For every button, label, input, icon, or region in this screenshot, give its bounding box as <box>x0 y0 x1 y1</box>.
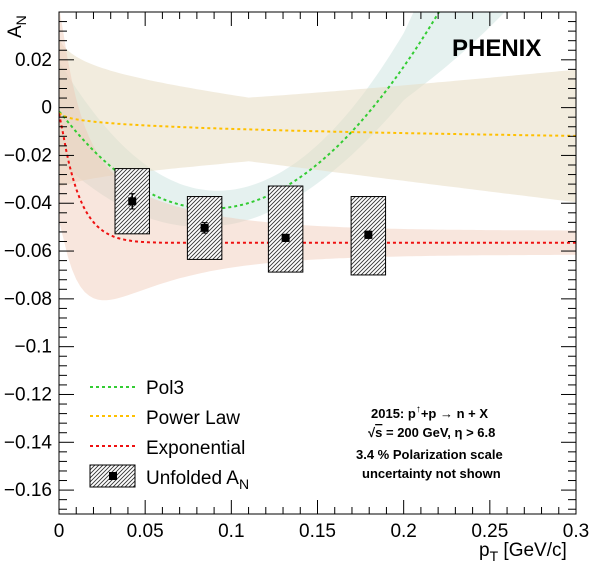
annotation-line-4: uncertainty not shown <box>362 466 501 481</box>
y-tick-label: −0.14 <box>4 432 53 453</box>
y-axis-title: AN <box>5 15 29 38</box>
axis-ticks <box>58 11 577 514</box>
x-tick-label: 0.25 <box>471 521 508 542</box>
point-marker <box>128 197 137 206</box>
y-tick-label: −0.16 <box>4 480 52 501</box>
fit-curve-exponential <box>59 113 576 244</box>
x-axis-title: pT [GeV/c] <box>479 540 567 564</box>
y-tick-label: −0.02 <box>4 145 52 166</box>
data-point-3 <box>267 185 304 273</box>
legend-label-unfolded-main: Unfolded A <box>146 468 239 489</box>
point-marker <box>200 223 209 232</box>
legend-label-exponential: Exponential <box>146 438 245 459</box>
band-power-law <box>59 39 576 203</box>
annotation-line-1-post: +p → n + X <box>421 406 489 421</box>
x-axis-title-main: p <box>479 540 490 561</box>
x-tick-label: 0.1 <box>218 521 244 542</box>
legend-label-unfolded: Unfolded AN <box>146 468 249 492</box>
x-axis-title-sub: T <box>490 548 499 564</box>
annotation-line-3: 3.4 % Polarization scale <box>356 447 503 462</box>
y-axis-title-main: A <box>5 25 26 38</box>
y-tick-label: 0 <box>41 98 52 119</box>
data-points <box>114 168 387 276</box>
data-point-4 <box>350 196 387 276</box>
data-point-2 <box>186 196 223 260</box>
legend-label-power-law: Power Law <box>146 408 240 429</box>
sys-error-box <box>267 185 304 273</box>
x-tick-label: 0 <box>54 521 65 542</box>
point-marker <box>281 233 290 242</box>
y-tick-label: −0.08 <box>4 289 52 310</box>
fit-curve-power-law <box>59 112 576 137</box>
annotation-line-1: 2015: p↑+p → n + X <box>371 404 488 421</box>
annotation-line-2-rest: = 200 GeV, η > 6.8 <box>382 425 495 440</box>
point-marker <box>364 230 373 239</box>
x-tick-label: 0.2 <box>390 521 416 542</box>
x-tick-label: 0.3 <box>563 521 589 542</box>
y-tick-label: 0.02 <box>15 50 52 71</box>
y-tick-label: −0.06 <box>4 241 52 262</box>
annotation-line-2-arg: s <box>375 425 382 440</box>
y-tick-label: −0.1 <box>14 337 52 358</box>
y-tick-label: −0.12 <box>4 384 52 405</box>
legend-swatch-unfolded-marker <box>109 472 117 480</box>
y-tick-label: −0.04 <box>4 193 53 214</box>
data-point-1 <box>114 168 150 235</box>
annotation-line-1-sup: ↑ <box>416 404 421 415</box>
annotation-line-1-pre: 2015: p <box>371 406 416 421</box>
x-axis-title-unit: [GeV/c] <box>498 540 567 561</box>
annotation-line-2: √s = 200 GeV, η > 6.8 <box>368 425 495 440</box>
legend-label-unfolded-sub: N <box>239 476 249 492</box>
experiment-label: PHENIX <box>452 35 541 62</box>
fit-curves <box>59 12 576 244</box>
legend-label-pol3: Pol3 <box>146 378 184 399</box>
tick-labels: 0 0.05 0.1 0.15 0.2 0.25 0.3 0.02 0 −0.02 −0.04 −0.… <box>4 50 589 542</box>
x-tick-label: 0.15 <box>299 521 336 542</box>
band-pol3 <box>59 12 505 227</box>
legend: Pol3 Power Law Exponential Unfolded AN <box>89 378 249 492</box>
x-tick-label: 0.05 <box>127 521 164 542</box>
annotation-line-2-sqrt: √ <box>368 425 376 440</box>
y-axis-title-sub: N <box>13 15 29 25</box>
annotation: 2015: p↑+p → n + X √s = 200 GeV, η > 6.8… <box>356 404 503 481</box>
